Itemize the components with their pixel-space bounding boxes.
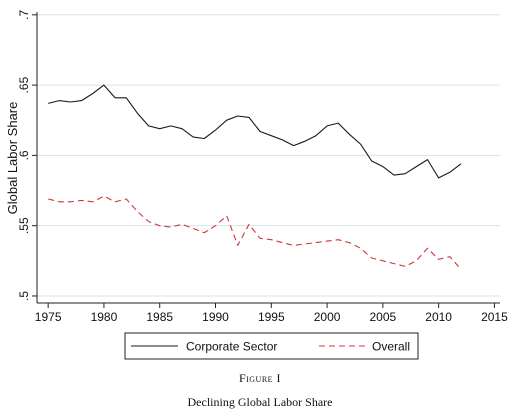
legend-label-overall: Overall [372, 340, 410, 354]
x-tick-label: 1990 [202, 310, 229, 324]
figure-title: Declining Global Labor Share [187, 395, 333, 409]
x-tick-label: 2015 [481, 310, 508, 324]
y-tick-label: .7 [17, 9, 31, 19]
x-tick-label: 1980 [91, 310, 118, 324]
x-tick-label: 1985 [146, 310, 173, 324]
x-tick-label: 2010 [425, 310, 452, 324]
y-tick-label: .65 [17, 76, 31, 93]
x-tick-label: 1995 [258, 310, 285, 324]
y-axis-title: Global Labor Share [5, 102, 20, 215]
legend: Corporate Sector Overall [124, 332, 419, 360]
series-layer [48, 84, 462, 270]
x-tick-label: 2005 [370, 310, 397, 324]
y-tick-label: .55 [17, 217, 31, 234]
x-tick-label: 1975 [35, 310, 62, 324]
y-ticks: .5 .55 .6 .65 .7 [17, 9, 37, 301]
y-tick-label: .5 [17, 291, 31, 301]
series-line-corporate-sector [48, 84, 462, 179]
figure-label: Figure I [238, 371, 282, 385]
y-tick-label: .6 [17, 150, 31, 160]
x-ticks: 1975 1980 1985 1990 1995 2000 2005 2010 2015 [35, 303, 508, 324]
series-line-overall [48, 195, 462, 270]
x-tick-label: 2000 [314, 310, 341, 324]
legend-label-corporate: Corporate Sector [186, 340, 277, 354]
gridlines [37, 14, 500, 297]
axes [36, 12, 500, 304]
